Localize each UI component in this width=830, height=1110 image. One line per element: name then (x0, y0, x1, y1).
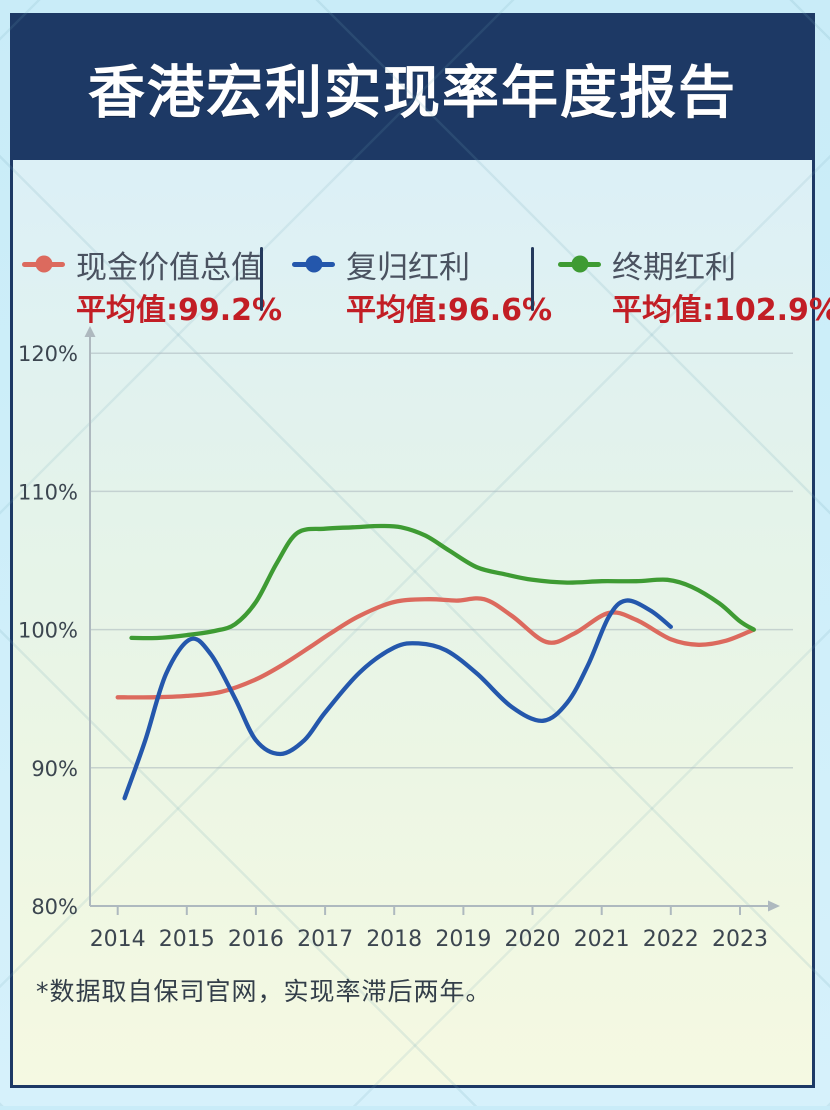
legend-dot-icon (35, 255, 52, 273)
legend-average-value: 平均值:102.9% (612, 293, 830, 328)
legend-dot-icon (571, 255, 588, 273)
legend-divider (260, 247, 263, 311)
legend-label: 复归红利 (346, 249, 470, 286)
report-card: 香港宏利实现率年度报告 (10, 13, 815, 1088)
legend-marker-line-dot-icon (22, 255, 65, 273)
legend-average-value: 平均值:96.6% (346, 293, 553, 328)
title-banner: 香港宏利实现率年度报告 (13, 16, 812, 160)
legend-divider (531, 247, 534, 311)
page-title: 香港宏利实现率年度报告 (88, 60, 737, 126)
footnote-text: *数据取自保司官网，实现率滞后两年。 (36, 977, 492, 1006)
legend-dot-icon (305, 255, 322, 273)
legend-marker-line-dot-icon (558, 255, 601, 273)
legend-label: 终期红利 (612, 249, 736, 286)
legend-item-reversionary-bonus: 复归红利 平均值:96.6% (292, 246, 552, 329)
legend-item-header: 现金价值总值 (22, 246, 282, 286)
legend-item-header: 复归红利 (292, 246, 552, 286)
legend-average-value: 平均值:99.2% (76, 293, 283, 328)
legend-marker-line-dot-icon (292, 255, 335, 273)
legend-item-terminal-bonus: 终期红利 平均值:102.9% (558, 246, 830, 329)
legend-label: 现金价值总值 (76, 249, 262, 286)
legend-item-cash-value: 现金价值总值 平均值:99.2% (22, 246, 282, 329)
legend-item-header: 终期红利 (558, 246, 830, 286)
